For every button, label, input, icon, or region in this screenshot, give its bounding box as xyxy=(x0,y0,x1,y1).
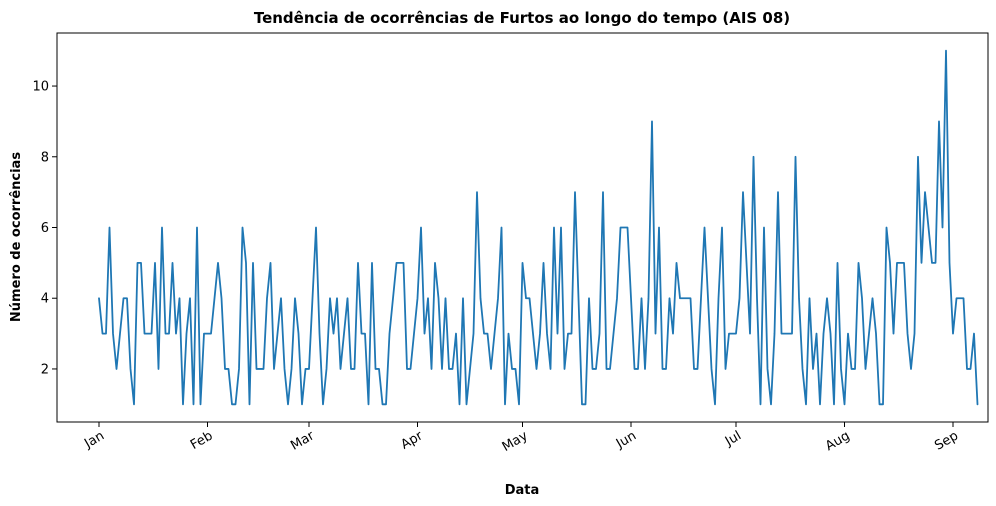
y-axis: 2 4 6 8 10 xyxy=(32,80,57,377)
y-tick-label: 10 xyxy=(32,80,49,95)
chart-title: Tendência de ocorrências de Furtos ao lo… xyxy=(254,9,790,27)
x-tick-label: Sep xyxy=(932,428,961,453)
y-axis-label: Número de ocorrências xyxy=(9,152,24,322)
x-tick-label: Feb xyxy=(188,428,215,453)
x-tick-label: Jan xyxy=(81,428,107,452)
x-axis-label: Data xyxy=(505,483,540,498)
x-tick-label: Jun xyxy=(613,428,639,452)
x-tick-label: Jul xyxy=(722,428,744,449)
y-tick-label: 2 xyxy=(41,362,49,377)
x-axis: Jan Feb Mar Apr May Jun Jul Aug Sep xyxy=(81,422,961,455)
y-tick-label: 8 xyxy=(41,150,49,165)
x-tick-label: Mar xyxy=(288,428,317,454)
plot-area xyxy=(56,32,989,423)
y-tick-label: 6 xyxy=(41,221,49,236)
x-tick-label: May xyxy=(500,428,531,455)
series-line xyxy=(98,49,979,406)
x-tick-label: Aug xyxy=(823,428,852,454)
y-tick-label: 4 xyxy=(41,292,49,307)
x-tick-label: Apr xyxy=(399,428,427,453)
